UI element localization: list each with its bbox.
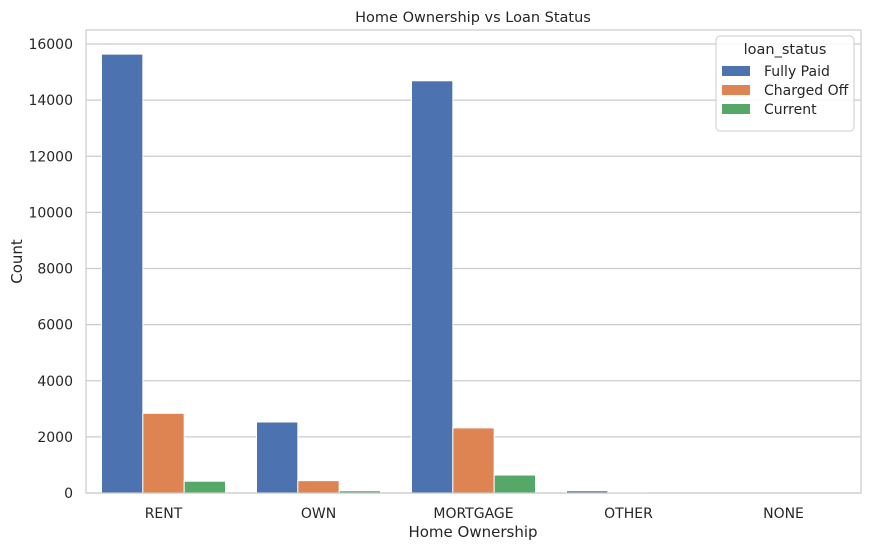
x-tick-label: RENT [145, 506, 183, 522]
legend-title: loan_status [744, 42, 827, 58]
y-tick-label: 0 [64, 486, 73, 502]
x-tick-label: OTHER [604, 506, 653, 522]
legend-label: Current [764, 102, 817, 118]
y-tick-labels: 0 2000 4000 6000 8000 10000 12000 14000 16000 [28, 37, 73, 502]
bar [494, 475, 535, 493]
y-tick-label: 2000 [37, 430, 73, 446]
x-tick-label: NONE [763, 506, 804, 522]
y-tick-label: 8000 [37, 262, 73, 278]
x-axis-label: Home Ownership [408, 523, 537, 541]
legend-swatch [722, 85, 750, 95]
y-tick-label: 14000 [28, 93, 73, 109]
legend-label: Charged Off [764, 83, 849, 99]
y-tick-label: 16000 [28, 37, 73, 53]
legend-label: Fully Paid [764, 64, 830, 80]
bar [453, 428, 494, 493]
bar [184, 481, 225, 493]
legend-swatch [722, 66, 750, 76]
bar [257, 422, 298, 493]
bar [102, 54, 143, 493]
bar [412, 81, 453, 493]
x-tick-label: OWN [301, 506, 336, 522]
bar [143, 413, 184, 493]
x-tick-label: MORTGAGE [433, 506, 513, 522]
bar [298, 481, 339, 493]
legend: loan_status Fully Paid Charged Off Current [716, 36, 854, 131]
y-tick-label: 12000 [28, 149, 73, 165]
legend-swatch [722, 104, 750, 114]
y-tick-label: 4000 [37, 374, 73, 390]
x-tick-labels: RENT OWN MORTGAGE OTHER NONE [145, 506, 804, 522]
y-tick-label: 6000 [37, 318, 73, 334]
y-axis-label: Count [8, 239, 26, 284]
chart-title: Home Ownership vs Loan Status [355, 10, 591, 26]
y-tick-label: 10000 [28, 205, 73, 221]
